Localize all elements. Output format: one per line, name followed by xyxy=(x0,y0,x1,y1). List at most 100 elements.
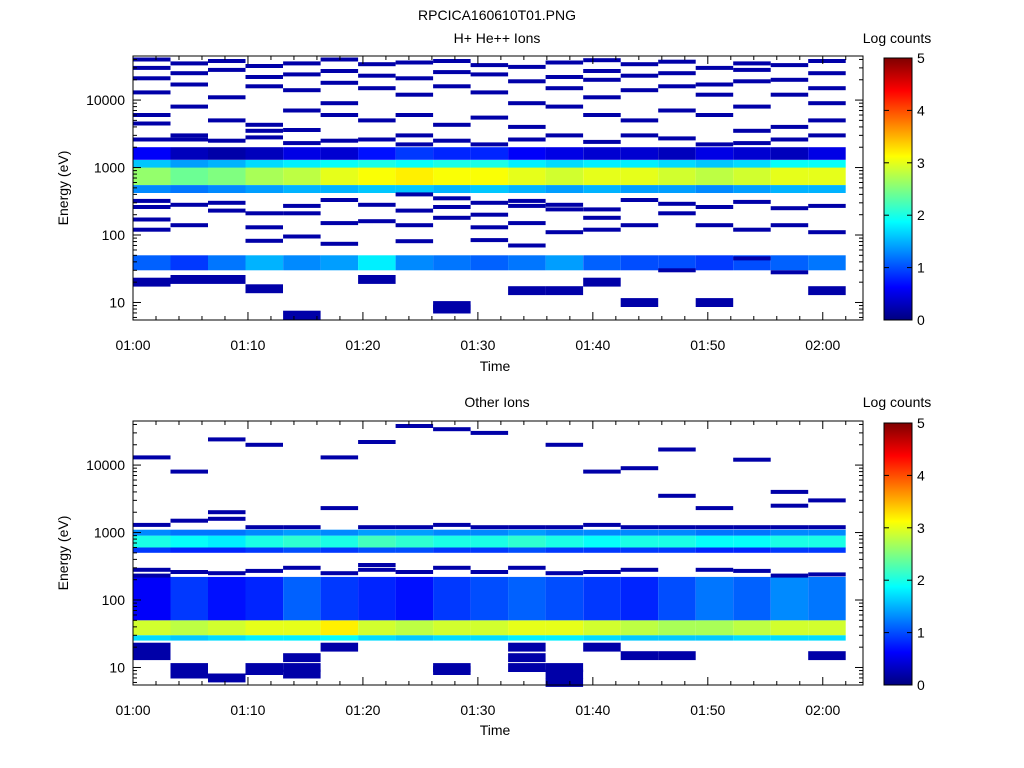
heatmap-cell xyxy=(170,82,208,87)
heatmap-cell xyxy=(470,547,509,553)
heatmap-cell xyxy=(133,620,171,636)
heatmap-cell xyxy=(808,71,846,76)
heatmap-cell xyxy=(733,529,771,536)
heatmap-cell xyxy=(283,620,321,636)
heatmap-cell xyxy=(508,243,546,248)
heatmap-cell xyxy=(583,635,621,641)
heatmap-cell xyxy=(358,563,396,567)
heatmap-cell xyxy=(395,113,434,117)
heatmap-cell xyxy=(170,185,208,193)
heatmap-cell xyxy=(470,72,509,77)
heatmap-cell xyxy=(470,212,509,217)
colorbar-tick-label: 4 xyxy=(917,467,925,483)
heatmap-cell xyxy=(170,71,208,76)
heatmap-cell xyxy=(395,167,434,185)
heatmap-cell xyxy=(358,118,396,123)
heatmap-cell xyxy=(733,568,771,573)
heatmap-cell xyxy=(658,211,696,216)
heatmap-cell xyxy=(770,573,809,578)
heatmap-cell xyxy=(320,241,359,246)
heatmap-cell xyxy=(770,489,809,494)
heatmap-cell xyxy=(658,268,696,273)
heatmap-cell xyxy=(320,80,359,85)
heatmap-cell xyxy=(470,570,509,574)
heatmap-cell xyxy=(133,167,171,185)
colorbar-gradient xyxy=(883,57,913,321)
heatmap-cells xyxy=(133,57,846,320)
heatmap-cell xyxy=(133,522,171,527)
colorbar: 0 1 2 3 4 5 xyxy=(883,415,925,693)
heatmap-cell xyxy=(170,547,208,553)
x-tick-label: 01:00 xyxy=(115,702,150,718)
heatmap-cell xyxy=(620,298,659,307)
heatmap-cell xyxy=(245,167,283,185)
heatmap-cell xyxy=(583,535,621,548)
heatmap-cell xyxy=(133,535,171,548)
heatmap-cell xyxy=(320,547,359,553)
heatmap-cell xyxy=(508,255,546,271)
heatmap-cell xyxy=(733,104,771,109)
heatmap-cell xyxy=(208,67,246,72)
y-tick-label: 10000 xyxy=(86,457,125,473)
heatmap-cell xyxy=(395,525,434,530)
panel-title: H+ He++ Ions xyxy=(454,30,541,46)
heatmap-cell xyxy=(245,442,283,447)
heatmap-cell xyxy=(808,86,846,91)
heatmap-cell xyxy=(770,167,809,185)
heatmap-cell xyxy=(583,113,621,117)
heatmap-cell xyxy=(208,159,246,168)
heatmap-cell xyxy=(133,567,171,572)
heatmap-cell xyxy=(695,142,734,147)
heatmap-cell xyxy=(733,525,771,530)
heatmap-cell xyxy=(508,547,546,553)
heatmap-cell xyxy=(320,255,359,271)
heatmap-cell xyxy=(470,255,509,271)
x-tick-label: 01:40 xyxy=(575,702,610,718)
heatmap-cell xyxy=(320,455,359,460)
heatmap-cell xyxy=(620,466,659,471)
heatmap-cell xyxy=(508,529,546,536)
heatmap-cell xyxy=(545,442,584,447)
heatmap-cell xyxy=(433,122,471,127)
heatmap-cell xyxy=(133,651,171,661)
heatmap-cell xyxy=(395,192,434,197)
heatmap-cell xyxy=(545,663,584,672)
heatmap-cell xyxy=(133,576,171,621)
heatmap-cell xyxy=(695,547,734,553)
heatmap-cell xyxy=(320,571,359,576)
heatmap-cell xyxy=(583,159,621,168)
heatmap-cell xyxy=(395,185,434,193)
heatmap-cell xyxy=(658,576,696,621)
heatmap-cell xyxy=(808,159,846,168)
heatmap-cell xyxy=(283,310,321,320)
heatmap-cell xyxy=(733,457,771,462)
heatmap-cell xyxy=(658,447,696,452)
heatmap-cell xyxy=(433,427,471,432)
heatmap-cell xyxy=(658,620,696,636)
heatmap-cell xyxy=(283,635,321,641)
heatmap-cell xyxy=(320,535,359,548)
heatmap-cell xyxy=(470,167,509,185)
heatmap-cell xyxy=(658,136,696,141)
heatmap-cell xyxy=(358,219,396,224)
heatmap-cell xyxy=(170,518,208,523)
heatmap-cell xyxy=(470,185,509,193)
heatmap-cell xyxy=(358,567,396,572)
heatmap-cell xyxy=(358,185,396,193)
heatmap-cell xyxy=(283,535,321,548)
heatmap-cell xyxy=(433,547,471,553)
heatmap-cell xyxy=(358,202,396,207)
x-tick-label: 01:20 xyxy=(345,702,380,718)
heatmap-cell xyxy=(358,440,396,444)
y-axis-ticks: 10 100 1000 10000 xyxy=(86,423,863,683)
heatmap-cell xyxy=(545,75,584,79)
heatmap-cell xyxy=(545,207,584,212)
heatmap-cell xyxy=(470,525,509,530)
heatmap-cell xyxy=(620,167,659,185)
heatmap-cell xyxy=(170,104,208,109)
heatmap-cell xyxy=(470,147,509,160)
heatmap-cell xyxy=(508,167,546,185)
heatmap-cell xyxy=(733,547,771,553)
heatmap-cell xyxy=(470,635,509,641)
